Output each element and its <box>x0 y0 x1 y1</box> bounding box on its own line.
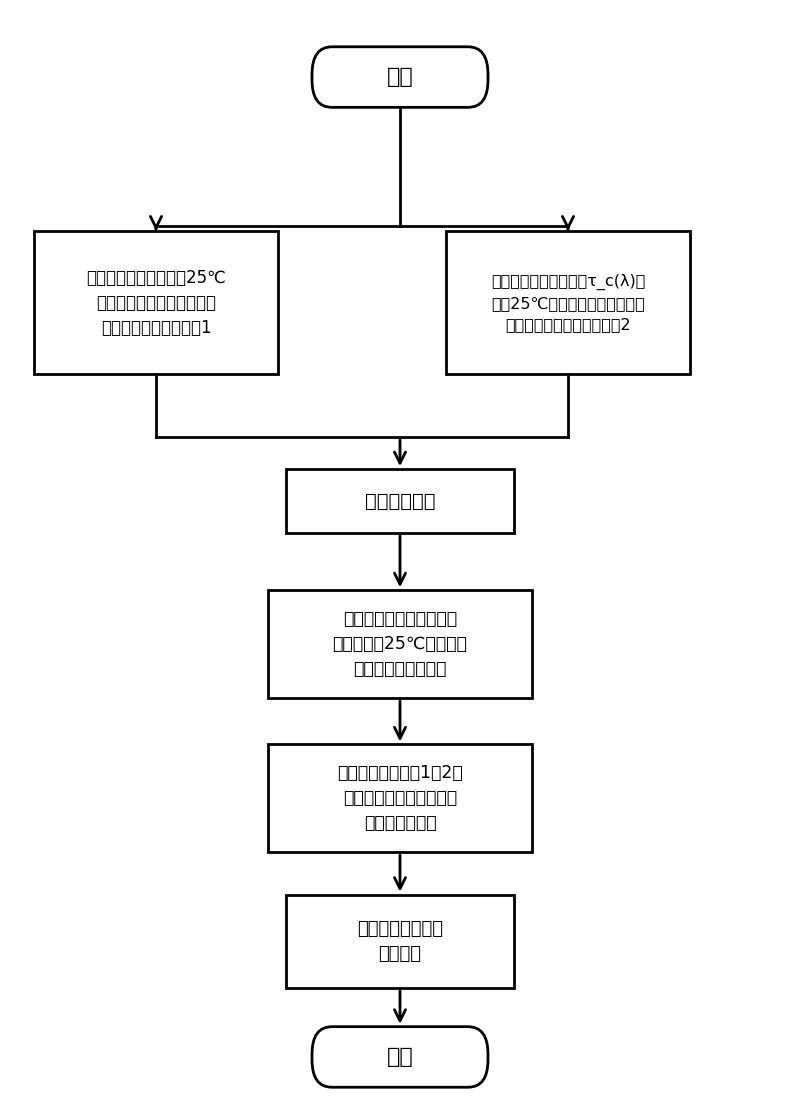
FancyBboxPatch shape <box>286 894 514 989</box>
Text: 开始: 开始 <box>386 67 414 87</box>
FancyBboxPatch shape <box>34 231 278 374</box>
FancyBboxPatch shape <box>312 1026 488 1088</box>
FancyBboxPatch shape <box>268 590 532 698</box>
FancyBboxPatch shape <box>268 744 532 852</box>
Text: 一个太阳常数辐照，加τ_c(λ)滤
镜，25℃下，标定参考通道输出
功率与移位损伤剂量的关系2: 一个太阳常数辐照，加τ_c(λ)滤 镜，25℃下，标定参考通道输出 功率与移位损… <box>491 274 645 331</box>
FancyBboxPatch shape <box>286 469 514 533</box>
Text: 对测量和参考通道进行综
合辐照，在25℃下分别测
量输出功率的变化值: 对测量和参考通道进行综 合辐照，在25℃下分别测 量输出功率的变化值 <box>333 610 467 678</box>
Text: 利用标定出的曲线1和2，
得到由太阳电池退化引起
的功率等效变化: 利用标定出的曲线1和2， 得到由太阳电池退化引起 的功率等效变化 <box>337 764 463 832</box>
FancyBboxPatch shape <box>446 231 690 374</box>
Text: 地面原位测试: 地面原位测试 <box>365 491 435 511</box>
FancyBboxPatch shape <box>312 46 488 108</box>
Text: 计算涂层的整体透
射率变化: 计算涂层的整体透 射率变化 <box>357 919 443 963</box>
Text: 一个太阳常数辐照下，25℃
下，标定参考通道输出功率
与移位损伤剂量的关系1: 一个太阳常数辐照下，25℃ 下，标定参考通道输出功率 与移位损伤剂量的关系1 <box>86 269 226 337</box>
Text: 结束: 结束 <box>386 1047 414 1067</box>
